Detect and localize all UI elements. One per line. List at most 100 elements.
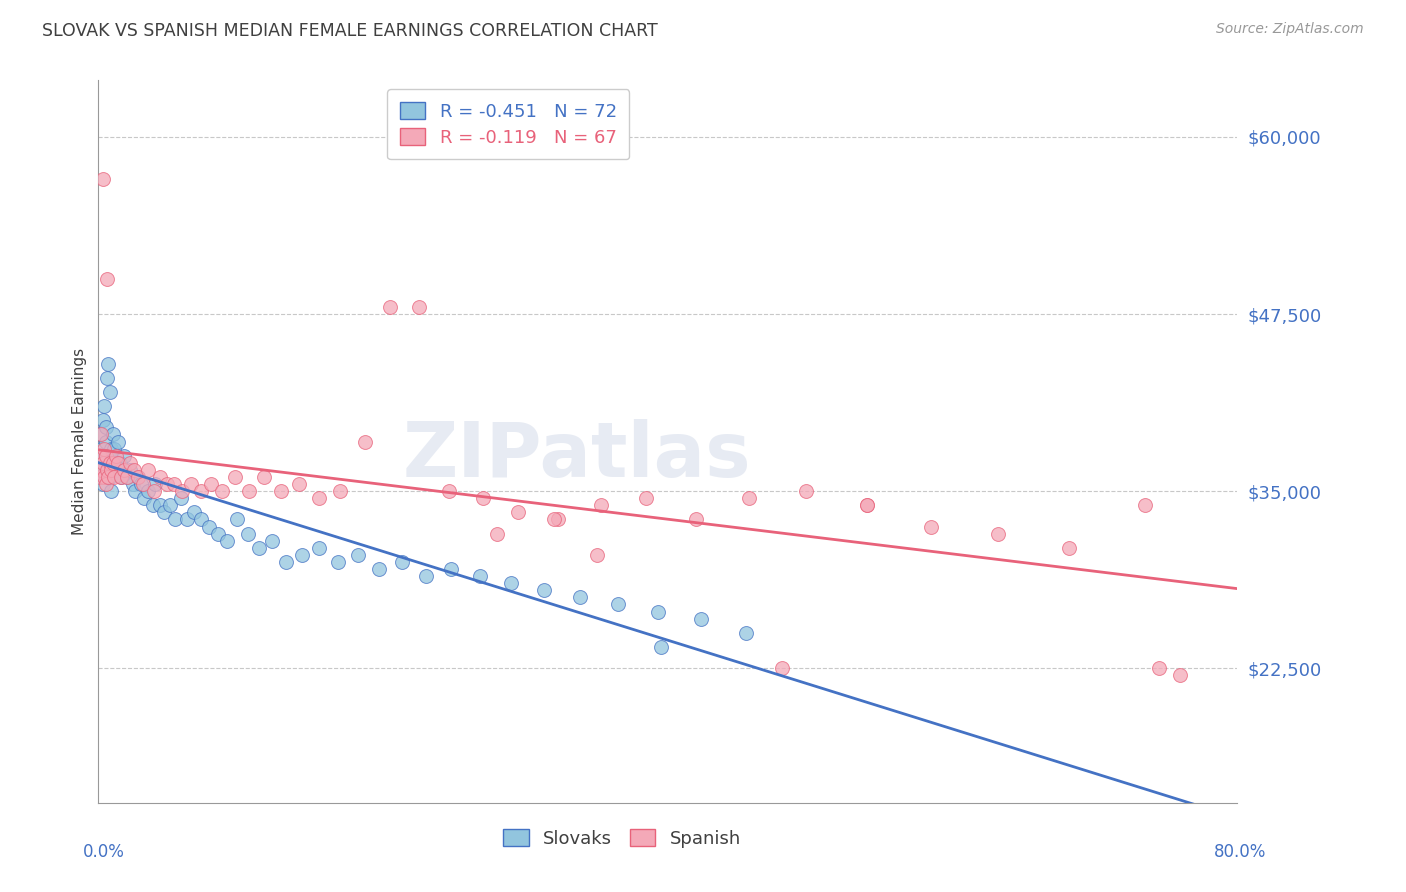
Point [647, 605, 669, 619]
Point [115, 470, 138, 484]
Point [236, 526, 259, 541]
Point [650, 640, 672, 654]
Point [568, 591, 591, 605]
Point [136, 463, 159, 477]
Point [391, 555, 413, 569]
Point [247, 541, 270, 555]
Point [738, 491, 761, 506]
Point [252, 470, 274, 484]
Point [238, 484, 260, 499]
Point [94, 470, 117, 484]
Point [856, 498, 879, 512]
Point [91, 477, 114, 491]
Text: ZIPatlas: ZIPatlas [402, 419, 751, 493]
Point [471, 491, 494, 506]
Point [101, 456, 124, 470]
Point [198, 519, 221, 533]
Point [437, 484, 460, 499]
Point [689, 612, 711, 626]
Point [90, 427, 112, 442]
Point [176, 512, 198, 526]
Point [107, 456, 129, 470]
Point [856, 498, 879, 512]
Point [89, 449, 111, 463]
Point [172, 484, 194, 499]
Point [110, 470, 132, 484]
Point [96, 463, 118, 477]
Point [100, 463, 122, 477]
Point [127, 470, 149, 484]
Point [794, 484, 817, 499]
Point [501, 576, 523, 591]
Point [215, 533, 238, 548]
Point [104, 449, 127, 463]
Point [141, 498, 163, 512]
Point [93, 442, 115, 456]
Point [91, 463, 114, 477]
Point [415, 569, 437, 583]
Point [121, 477, 143, 491]
Point [920, 519, 942, 533]
Point [207, 526, 229, 541]
Point [94, 420, 117, 434]
Point [131, 477, 153, 491]
Point [98, 384, 121, 399]
Point [118, 463, 141, 477]
Point [165, 512, 187, 526]
Point [91, 413, 114, 427]
Point [103, 442, 125, 456]
Point [105, 463, 128, 477]
Point [97, 470, 120, 484]
Point [112, 463, 135, 477]
Point [211, 484, 233, 499]
Text: 0.0%: 0.0% [83, 843, 125, 861]
Point [533, 583, 555, 598]
Point [98, 456, 121, 470]
Point [291, 548, 314, 562]
Point [98, 470, 121, 484]
Point [90, 442, 112, 456]
Point [129, 477, 152, 491]
Point [103, 470, 125, 484]
Point [1147, 661, 1170, 675]
Point [326, 555, 349, 569]
Point [90, 449, 112, 463]
Point [987, 526, 1010, 541]
Point [93, 470, 115, 484]
Point [346, 548, 368, 562]
Point [101, 463, 124, 477]
Point [224, 470, 246, 484]
Point [91, 456, 114, 470]
Point [270, 484, 292, 499]
Point [89, 470, 111, 484]
Point [107, 434, 129, 449]
Point [118, 456, 141, 470]
Point [408, 300, 430, 314]
Point [110, 470, 132, 484]
Point [90, 463, 112, 477]
Point [89, 470, 111, 484]
Point [142, 484, 165, 499]
Point [153, 505, 176, 519]
Point [91, 172, 114, 186]
Point [547, 512, 569, 526]
Point [94, 434, 117, 449]
Point [100, 484, 122, 499]
Point [190, 484, 212, 499]
Text: SLOVAK VS SPANISH MEDIAN FEMALE EARNINGS CORRELATION CHART: SLOVAK VS SPANISH MEDIAN FEMALE EARNINGS… [42, 22, 658, 40]
Point [97, 357, 120, 371]
Point [329, 484, 352, 499]
Point [190, 512, 212, 526]
Point [115, 470, 138, 484]
Point [589, 498, 612, 512]
Point [149, 498, 172, 512]
Point [262, 533, 284, 548]
Point [607, 598, 630, 612]
Point [735, 625, 758, 640]
Point [685, 512, 707, 526]
Point [156, 477, 179, 491]
Point [149, 470, 172, 484]
Point [543, 512, 565, 526]
Point [163, 477, 186, 491]
Point [225, 512, 247, 526]
